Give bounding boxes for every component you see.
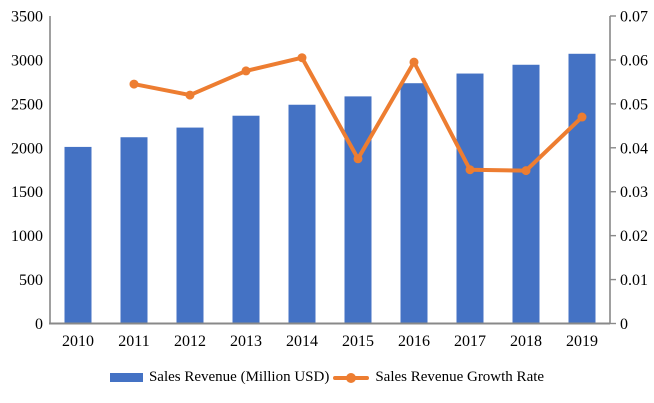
bar-2013 [232, 115, 260, 324]
right-axis-tick-label: 0.05 [620, 96, 648, 113]
x-axis-tick-label: 2017 [454, 333, 486, 350]
growth-rate-marker-2011 [129, 79, 139, 89]
left-axis-tick-label: 3000 [11, 52, 43, 69]
left-axis-tick-label: 0 [35, 316, 43, 333]
bar-2012 [176, 127, 204, 324]
bar-2016 [400, 83, 428, 324]
x-axis-tick-label: 2014 [286, 333, 318, 350]
bar-2017 [456, 73, 484, 324]
right-axis-tick-label: 0.06 [620, 52, 648, 69]
growth-rate-marker-2015 [353, 154, 363, 164]
legend-label-sales-revenue: Sales Revenue (Million USD) [148, 369, 330, 385]
left-axis-tick-label: 1500 [11, 184, 43, 201]
left-axis-tick-label: 2500 [11, 96, 43, 113]
growth-rate-marker-2012 [185, 90, 195, 100]
right-axis-tick-label: 0.02 [620, 228, 648, 245]
growth-rate-marker-2017 [465, 165, 475, 175]
x-axis-tick-label: 2012 [174, 333, 206, 350]
growth-rate-marker-2014 [297, 53, 307, 63]
bar-2015 [344, 96, 372, 324]
x-axis-tick-label: 2015 [342, 333, 374, 350]
growth-rate-marker-2019 [577, 112, 587, 122]
left-axis-tick-label: 1000 [11, 228, 43, 245]
right-axis-tick-label: 0.07 [620, 9, 648, 26]
growth-rate-marker-2016 [409, 57, 419, 67]
legend-item-sales-revenue: Sales Revenue (Million USD) [109, 369, 330, 386]
x-axis-tick-label: 2011 [118, 333, 149, 350]
left-axis-tick-label: 500 [19, 272, 43, 289]
line-marker-swatch-icon [333, 372, 370, 383]
growth-rate-marker-2018 [521, 166, 531, 176]
right-axis-tick-label: 0.04 [620, 140, 648, 157]
x-axis-tick-label: 2010 [62, 333, 94, 350]
left-axis-tick-label: 3500 [11, 9, 43, 26]
legend-label-growth-rate: Sales Revenue Growth Rate [375, 369, 545, 385]
right-axis-tick-label: 0.01 [620, 272, 648, 289]
bar-2010 [64, 146, 92, 324]
x-axis-tick-label: 2016 [398, 333, 430, 350]
bar-swatch-icon [109, 373, 143, 382]
chart-legend: Sales Revenue (Million USD) Sales Revenu… [0, 369, 654, 386]
right-axis-tick-label: 0 [620, 316, 628, 333]
x-axis-tick-label: 2013 [230, 333, 262, 350]
bar-2018 [512, 64, 540, 324]
legend-item-growth-rate: Sales Revenue Growth Rate [333, 369, 544, 386]
right-axis-tick-label: 0.03 [620, 184, 648, 201]
bar-2019 [568, 53, 596, 324]
bar-2014 [288, 104, 316, 324]
left-axis-tick-label: 2000 [11, 140, 43, 157]
x-axis-tick-label: 2018 [510, 333, 542, 350]
bar-2011 [120, 137, 148, 324]
x-axis-tick-label: 2019 [566, 333, 598, 350]
growth-rate-marker-2013 [241, 66, 251, 76]
